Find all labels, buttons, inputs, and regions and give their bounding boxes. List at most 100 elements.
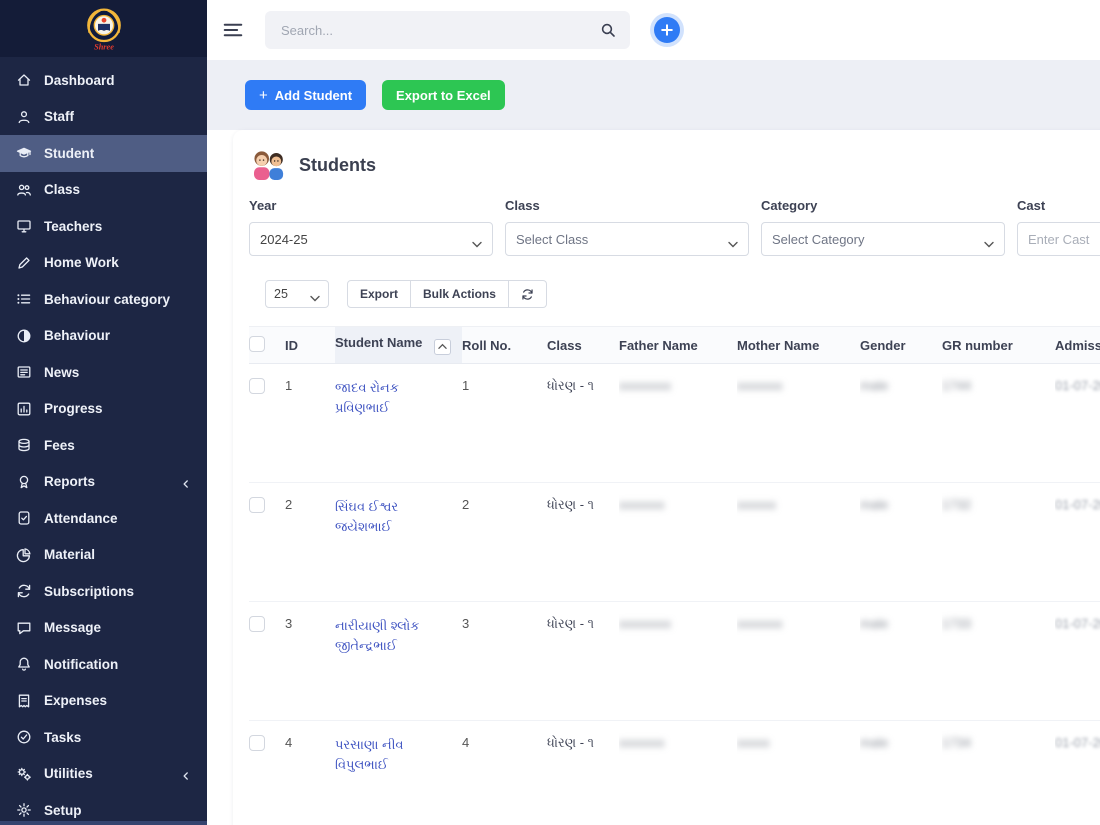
refresh-icon (16, 583, 32, 599)
quick-add-button[interactable] (654, 17, 680, 43)
row-checkbox[interactable] (249, 735, 265, 751)
year-select[interactable]: 2024-25 (249, 222, 493, 256)
sidebar-item-class[interactable]: Class (0, 172, 207, 209)
col-id[interactable]: ID (285, 326, 335, 364)
sidebar-item-setup[interactable]: Setup (0, 792, 207, 825)
col-admission[interactable]: Admission (1055, 326, 1100, 364)
sidebar-item-label: News (44, 364, 80, 380)
sidebar-item-label: Notification (44, 656, 119, 672)
table-controls: 25 Export Bulk Actions (249, 280, 1100, 308)
sidebar-item-reports[interactable]: Reports (0, 464, 207, 501)
select-all-checkbox[interactable] (249, 335, 265, 352)
col-gr-number[interactable]: GR number (942, 326, 1055, 364)
sidebar-item-subscriptions[interactable]: Subscriptions (0, 573, 207, 610)
sidebar-scrollbar[interactable] (0, 821, 207, 825)
sidebar-item-fees[interactable]: Fees (0, 427, 207, 464)
sidebar-item-staff[interactable]: Staff (0, 99, 207, 136)
search-icon[interactable] (600, 22, 616, 38)
add-student-button[interactable]: + Add Student (245, 80, 367, 110)
cast-input[interactable] (1017, 222, 1100, 256)
student-name-link[interactable]: પરસાણા નીવ વિપુલભાઈ (335, 737, 404, 773)
sidebar-item-utilities[interactable]: Utilities (0, 756, 207, 793)
col-class[interactable]: Class (547, 326, 619, 364)
add-student-label: Add Student (274, 87, 353, 103)
sidebar-item-label: Reports (44, 474, 96, 490)
main-area: + Add Student Export to Excel (207, 0, 1100, 825)
student-name-link[interactable]: જાદવ રોનક પ્રવિણભાઈ (335, 380, 399, 416)
col-student-name[interactable]: Student Name (335, 326, 462, 364)
row-checkbox[interactable] (249, 497, 265, 513)
cell-gr: 1744 (942, 363, 1055, 483)
student-name-link[interactable]: નારીયાણી શ્લોક જીતેન્દ્રભાઈ (335, 618, 420, 654)
cell-gender: male (860, 482, 942, 602)
table-row: 2 સિંઘવ ઈશ્વર જયેશભાઈ 2 ધોરણ - ૧ xxxxxxx… (249, 482, 1100, 602)
chevron-left-icon (181, 769, 191, 780)
sidebar-item-behaviour-category[interactable]: Behaviour category (0, 281, 207, 318)
sidebar-item-news[interactable]: News (0, 354, 207, 391)
list-icon (16, 291, 32, 307)
bulk-actions-button[interactable]: Bulk Actions (411, 280, 509, 308)
sidebar-item-home-work[interactable]: Home Work (0, 245, 207, 282)
half-circle-icon (16, 328, 32, 344)
receipt-icon (16, 693, 32, 709)
sidebar-item-material[interactable]: Material (0, 537, 207, 574)
student-name-link[interactable]: સિંઘવ ઈશ્વર જયેશભાઈ (335, 499, 399, 535)
sidebar-item-label: Tasks (44, 729, 82, 745)
col-father-name[interactable]: Father Name (619, 326, 737, 364)
sidebar-item-student[interactable]: Student (0, 135, 207, 172)
sidebar-item-progress[interactable]: Progress (0, 391, 207, 428)
content-area: + Add Student Export to Excel (207, 60, 1100, 825)
hamburger-icon[interactable] (222, 19, 244, 41)
sidebar-item-expenses[interactable]: Expenses (0, 683, 207, 720)
cell-id: 3 (285, 601, 335, 721)
sidebar-item-label: Home Work (44, 255, 119, 271)
sidebar-item-dashboard[interactable]: Dashboard (0, 62, 207, 99)
sidebar-item-label: Setup (44, 802, 82, 818)
cell-mother: xxxxxxx (737, 363, 860, 483)
gear-icon (16, 802, 32, 818)
col-mother-name[interactable]: Mother Name (737, 326, 860, 364)
refresh-button[interactable] (508, 280, 547, 308)
cell-id: 4 (285, 720, 335, 825)
sidebar-item-teachers[interactable]: Teachers (0, 208, 207, 245)
sidebar-item-behaviour[interactable]: Behaviour (0, 318, 207, 355)
search-box[interactable] (265, 11, 630, 49)
cell-gender: male (860, 720, 942, 825)
sidebar-item-label: Behaviour (44, 328, 111, 344)
sidebar-item-label: Expenses (44, 693, 108, 709)
sidebar-item-tasks[interactable]: Tasks (0, 719, 207, 756)
gears-icon (16, 766, 32, 782)
filter-label: Category (761, 198, 818, 213)
export-button[interactable]: Export (347, 280, 412, 308)
table-body: 1 જાદવ રોનક પ્રવિણભાઈ 1 ધોરણ - ૧ xxxxxxx… (249, 363, 1100, 825)
chevron-down-icon (472, 236, 482, 247)
sidebar-item-label: Subscriptions (44, 583, 135, 599)
export-excel-button[interactable]: Export to Excel (382, 80, 505, 110)
sidebar-item-message[interactable]: Message (0, 610, 207, 647)
row-checkbox[interactable] (249, 616, 265, 632)
search-input[interactable] (279, 21, 600, 39)
sidebar-item-label: Attendance (44, 510, 118, 526)
cell-select (249, 720, 285, 825)
col-roll-no[interactable]: Roll No. (462, 326, 547, 364)
action-band: + Add Student Export to Excel (207, 60, 1100, 130)
sort-asc-icon[interactable] (434, 338, 452, 355)
row-checkbox[interactable] (249, 378, 265, 394)
sidebar-item-attendance[interactable]: Attendance (0, 500, 207, 537)
svg-text:Shree: Shree (94, 42, 114, 51)
table-header-row: ID Student Name Roll No. Class Father Na… (249, 326, 1100, 364)
school-logo[interactable]: Shree (0, 0, 207, 57)
category-select[interactable]: Select Category (761, 222, 1005, 256)
page-size-select[interactable]: 25 (265, 280, 329, 308)
col-gender[interactable]: Gender (860, 326, 942, 364)
cell-select (249, 601, 285, 721)
cell-roll: 3 (462, 601, 547, 721)
sidebar-item-notification[interactable]: Notification (0, 646, 207, 683)
cell-class: ધોરણ - ૧ (547, 363, 619, 483)
class-select[interactable]: Select Class (505, 222, 749, 256)
cell-gr: 1732 (942, 482, 1055, 602)
cell-select (249, 363, 285, 483)
filter-field: Year 2024-25 (249, 198, 493, 256)
filter-label: Year (249, 198, 277, 213)
chevron-down-icon (984, 236, 994, 247)
